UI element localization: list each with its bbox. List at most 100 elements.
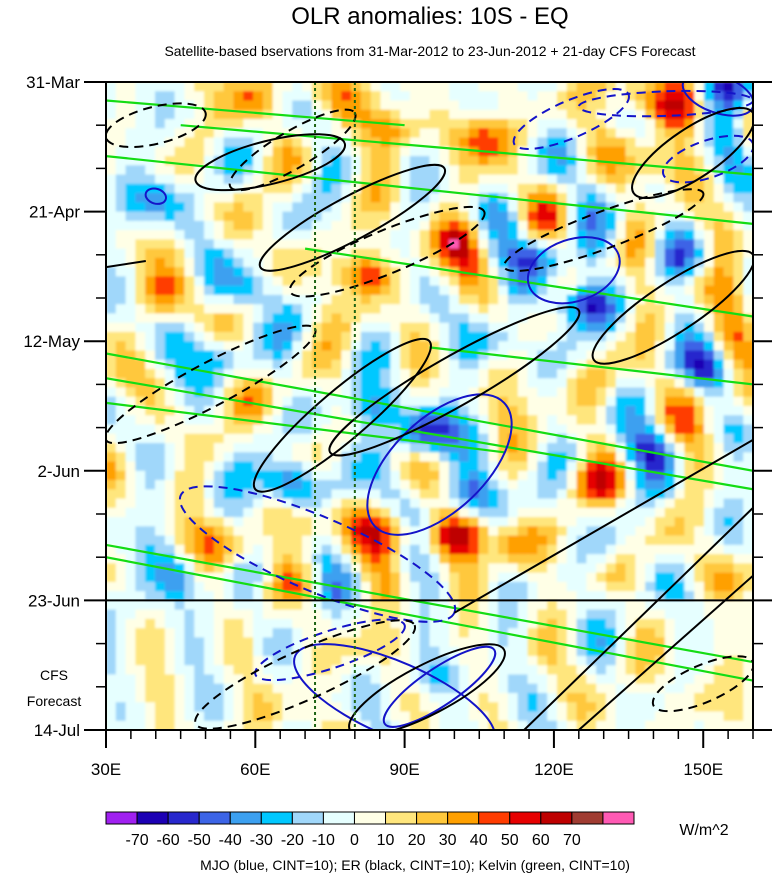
heatmap-cell [302,248,313,259]
heatmap-cell [390,526,401,537]
heatmap-cell [233,211,245,222]
heatmap-cell [262,248,274,259]
heatmap-cell [272,82,284,93]
heatmap-cell [194,628,205,639]
heatmap-cell [184,720,196,730]
heatmap-cell [292,239,303,250]
heatmap-cell [517,480,529,491]
heatmap-cell [527,461,539,472]
heatmap-cell [449,230,460,241]
heatmap-cell [302,359,313,370]
heatmap-cell [125,609,137,620]
heatmap-cell [204,387,215,398]
heatmap-cell [733,313,744,324]
heatmap-cell [155,165,166,176]
heatmap-cell [390,517,401,528]
heatmap-cell [282,443,294,454]
heatmap-cell [664,526,676,537]
heatmap-cell [478,433,490,444]
heatmap-cell [194,387,205,398]
heatmap-cell [635,618,646,629]
heatmap-cell [272,294,284,305]
heatmap-cell [645,507,656,518]
heatmap-cell [213,239,225,250]
heatmap-cell [625,91,637,102]
heatmap-cell [174,415,186,426]
heatmap-cell [596,433,607,444]
heatmap-cell [174,711,186,722]
heatmap-cell [645,544,656,555]
heatmap-cell [458,128,470,139]
heatmap-cell [164,119,176,130]
heatmap-cell [547,415,558,426]
heatmap-cell [664,563,676,574]
heatmap-cell [517,91,529,102]
heatmap-cell [370,581,382,592]
heatmap-cell [292,183,303,194]
heatmap-cell [605,692,617,704]
heatmap-cell [468,554,480,565]
heatmap-cell [233,433,245,444]
heatmap-cell [233,637,245,648]
heatmap-cell [527,248,539,259]
heatmap-cell [272,137,284,148]
heatmap-cell [458,331,470,342]
heatmap-cell [654,156,666,167]
heatmap-cell [194,470,205,481]
heatmap-cell [331,183,343,194]
heatmap-cell [713,702,725,713]
heatmap-cell [409,220,421,231]
heatmap-cell [135,711,147,722]
heatmap-cell [645,572,656,583]
heatmap-cell [184,544,196,555]
heatmap-cell [684,239,695,250]
heatmap-cell [302,581,313,592]
heatmap-cell [419,239,431,250]
heatmap-cell [635,387,646,398]
heatmap-cell [468,665,480,676]
heatmap-cell [125,119,137,130]
heatmap-cell [106,498,117,509]
heatmap-cell [596,294,607,305]
heatmap-cell [527,406,539,417]
heatmap-cell [664,406,676,417]
heatmap-cell [645,581,656,592]
heatmap-cell [400,313,411,324]
heatmap-cell [204,526,215,537]
heatmap-cell [194,313,205,324]
heatmap-cell [194,193,205,204]
heatmap-cell [125,322,137,333]
heatmap-cell [282,489,294,500]
heatmap-cell [684,276,695,287]
heatmap-cell [370,174,382,185]
heatmap-cell [733,294,744,305]
heatmap-cell [351,359,362,370]
heatmap-cell [449,313,460,324]
heatmap-cell [576,517,588,528]
heatmap-cell [635,535,646,546]
heatmap-cell [331,415,343,426]
heatmap-cell [605,683,617,694]
heatmap-cell [703,137,715,148]
heatmap-cell [135,655,147,666]
heatmap-cell [380,276,392,287]
heatmap-cell [253,720,264,730]
heatmap-cell [311,628,323,639]
heatmap-cell [204,276,215,287]
heatmap-cell [429,674,441,685]
heatmap-cell [194,183,205,194]
heatmap-cell [684,313,695,324]
heatmap-cell [321,507,333,518]
heatmap-cell [694,720,705,730]
heatmap-cell [488,674,499,685]
colorbar-swatch [291,811,324,825]
heatmap-cell [194,563,205,574]
heatmap-cell [684,220,695,231]
heatmap-cell [723,368,735,380]
heatmap-cell [713,220,725,231]
heatmap-cell [223,257,235,268]
heatmap-cell [547,443,558,454]
heatmap-cell [517,331,529,342]
heatmap-cell [449,239,460,250]
heatmap-cell [547,406,558,417]
